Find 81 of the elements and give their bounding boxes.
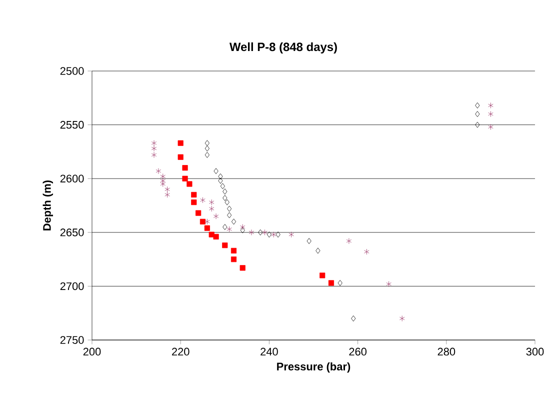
point bbox=[306, 238, 312, 244]
point bbox=[204, 225, 210, 231]
point bbox=[475, 102, 480, 108]
point bbox=[230, 248, 237, 254]
point bbox=[351, 315, 356, 322]
x-tick-label: 200 bbox=[83, 348, 101, 356]
point bbox=[288, 232, 294, 238]
point bbox=[266, 232, 272, 238]
y-axis-title: Depth (m) bbox=[42, 180, 53, 230]
point bbox=[204, 145, 210, 152]
point bbox=[204, 218, 210, 225]
point bbox=[231, 218, 236, 225]
point bbox=[222, 242, 228, 248]
point bbox=[338, 280, 342, 286]
point bbox=[204, 152, 210, 158]
point bbox=[488, 111, 494, 118]
y-tick-label: 2750 bbox=[60, 336, 84, 344]
point bbox=[218, 173, 223, 180]
point bbox=[151, 152, 157, 158]
point bbox=[240, 265, 246, 271]
point bbox=[220, 183, 225, 190]
point bbox=[475, 122, 480, 128]
point bbox=[222, 224, 228, 230]
point bbox=[164, 192, 170, 198]
point bbox=[364, 248, 370, 255]
point bbox=[218, 178, 223, 184]
point bbox=[226, 226, 232, 232]
x-tick-label: 300 bbox=[526, 348, 544, 356]
point bbox=[151, 145, 157, 152]
point bbox=[227, 206, 232, 212]
point bbox=[213, 234, 219, 240]
point bbox=[178, 140, 184, 146]
point bbox=[214, 168, 218, 174]
point bbox=[399, 315, 405, 322]
point bbox=[204, 140, 210, 146]
point bbox=[488, 124, 494, 130]
point bbox=[151, 140, 157, 146]
y-tick-label: 2550 bbox=[60, 120, 84, 129]
x-tick-label: 240 bbox=[260, 348, 278, 356]
point bbox=[240, 224, 246, 230]
point bbox=[182, 176, 188, 182]
x-axis-title: Pressure (bar) bbox=[277, 362, 350, 373]
point bbox=[213, 213, 219, 220]
point bbox=[222, 194, 228, 201]
x-tick-label: 280 bbox=[438, 348, 456, 356]
point bbox=[386, 281, 392, 288]
point bbox=[182, 165, 188, 171]
point bbox=[328, 280, 334, 286]
point bbox=[346, 238, 352, 244]
point bbox=[475, 111, 480, 118]
point bbox=[200, 197, 206, 204]
y-tick-label: 2700 bbox=[60, 282, 84, 290]
point bbox=[320, 272, 326, 278]
point bbox=[224, 199, 230, 206]
point bbox=[208, 206, 214, 212]
point bbox=[208, 199, 214, 206]
point bbox=[316, 248, 320, 254]
point bbox=[191, 199, 197, 206]
point bbox=[258, 229, 263, 236]
x-tick-label: 220 bbox=[172, 348, 190, 356]
point bbox=[271, 232, 276, 238]
point bbox=[230, 256, 237, 262]
point bbox=[276, 232, 280, 238]
point bbox=[186, 181, 192, 187]
point bbox=[191, 192, 197, 198]
point bbox=[262, 229, 268, 236]
point bbox=[488, 102, 494, 108]
y-tick-label: 2500 bbox=[60, 67, 84, 75]
x-tick-label: 260 bbox=[349, 348, 367, 356]
point bbox=[222, 188, 228, 195]
chart-title: Well P-8 (848 days) bbox=[229, 42, 337, 54]
y-tick-label: 2600 bbox=[60, 174, 84, 182]
point bbox=[160, 178, 166, 184]
point bbox=[200, 218, 206, 224]
point bbox=[208, 232, 214, 238]
point bbox=[196, 210, 202, 216]
point bbox=[240, 227, 245, 234]
point bbox=[248, 229, 254, 236]
y-tick-label: 2650 bbox=[60, 228, 84, 236]
point bbox=[178, 154, 184, 160]
point bbox=[227, 212, 232, 218]
